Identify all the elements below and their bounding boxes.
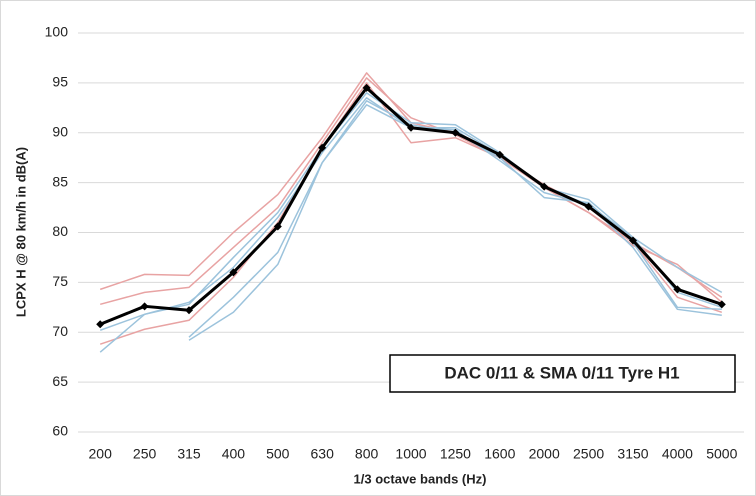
x-tick-label: 250 [133,446,157,462]
x-tick-label: 630 [311,446,335,462]
x-tick-label: 5000 [706,446,737,462]
y-tick-label: 65 [52,373,68,389]
point-marker [229,268,238,277]
x-tick-label: 4000 [662,446,693,462]
point-marker [362,83,371,92]
x-tick-label: 2500 [573,446,604,462]
x-axis-title: 1/3 octave bands (Hz) [354,471,487,486]
x-tick-label: 3150 [617,446,648,462]
annotation: DAC 0/11 & SMA 0/11 Tyre H1 [444,363,679,382]
series-line [100,77,723,306]
point-marker [717,300,726,309]
y-tick-label: 75 [52,273,68,289]
x-tick-label: 800 [355,446,379,462]
point-marker [185,306,193,315]
y-tick-label: 90 [52,123,68,139]
point-marker [140,302,149,311]
y-tick-label: 70 [52,323,68,339]
x-tick-label: 400 [222,446,246,462]
x-tick-label: 2000 [529,446,560,462]
y-tick-label: 85 [52,173,68,189]
y-tick-label: 80 [52,223,68,239]
point-marker [540,182,549,191]
x-tick-label: 500 [266,446,290,462]
series-line [99,92,723,353]
point-marker [584,202,593,211]
y-tick-label: 95 [52,74,68,90]
point-marker [495,150,504,159]
annotation-box [389,354,736,393]
point-marker [629,236,637,245]
y-axis-title: LCPX H @ 80 km/h in dB(A) [13,147,28,317]
y-tick-label: 60 [52,423,68,439]
x-tick-label: 1250 [440,446,471,462]
point-marker [407,123,415,132]
x-tick-label: 200 [89,446,113,462]
point-marker [318,143,327,152]
point-marker [96,320,105,329]
point-marker [451,128,460,137]
x-tick-label: 315 [177,446,201,462]
x-tick-label: 1000 [395,446,426,462]
point-marker [273,222,282,231]
point-marker [673,285,682,294]
y-tick-label: 100 [45,24,69,40]
x-tick-label: 1600 [484,446,515,462]
